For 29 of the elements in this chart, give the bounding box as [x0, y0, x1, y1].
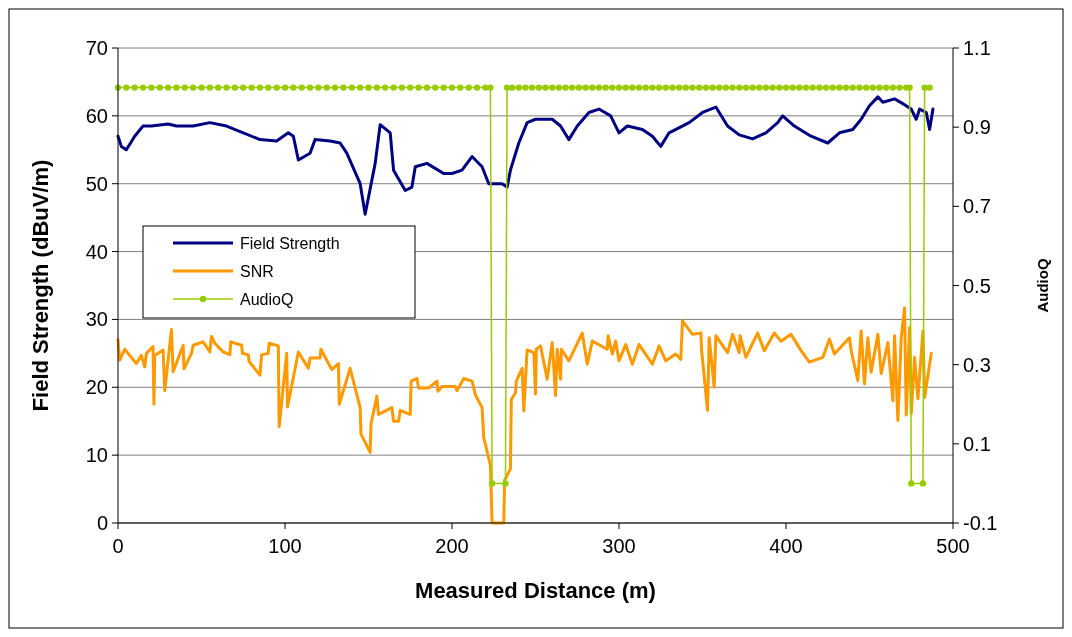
y2-tick-label: 0.7: [963, 195, 991, 218]
y-tick-label: 40: [85, 240, 108, 263]
y-tick-label: 0: [96, 512, 108, 534]
x-tick-label: 500: [936, 535, 970, 557]
y-tick-label: 60: [85, 104, 108, 127]
x-tick-label: 300: [602, 535, 636, 557]
y-tick-label: 10: [85, 444, 108, 467]
x-tick-label: 200: [435, 535, 469, 557]
y2-tick-label: 0.9: [963, 116, 991, 139]
line-series: [116, 306, 933, 525]
x-tick-label: 400: [769, 535, 803, 557]
legend-label: Field Strength: [240, 235, 340, 252]
y2-tick-label: 0.1: [963, 432, 991, 455]
y2-tick-label: 1.1: [963, 37, 991, 59]
y2-tick-label: 0.5: [963, 274, 991, 297]
y2-tick-label: 0.3: [963, 353, 991, 376]
y-tick-label: 70: [85, 37, 108, 59]
y2-tick-label: -0.1: [963, 512, 998, 534]
x-axis-title: Measured Distance (m): [415, 578, 656, 603]
legend-label: SNR: [240, 263, 274, 280]
y-tick-label: 20: [85, 376, 108, 399]
y-axis-title: Field Strength (dBuV/m): [28, 159, 53, 412]
x-tick-label: 0: [112, 535, 124, 557]
y-tick-label: 50: [85, 172, 108, 195]
y-tick-label: 30: [85, 308, 108, 331]
y2-axis-title: AudioQ: [1034, 258, 1051, 313]
x-tick-label: 100: [268, 535, 302, 557]
line-series: [116, 95, 935, 216]
legend-label: AudioQ: [240, 291, 294, 308]
